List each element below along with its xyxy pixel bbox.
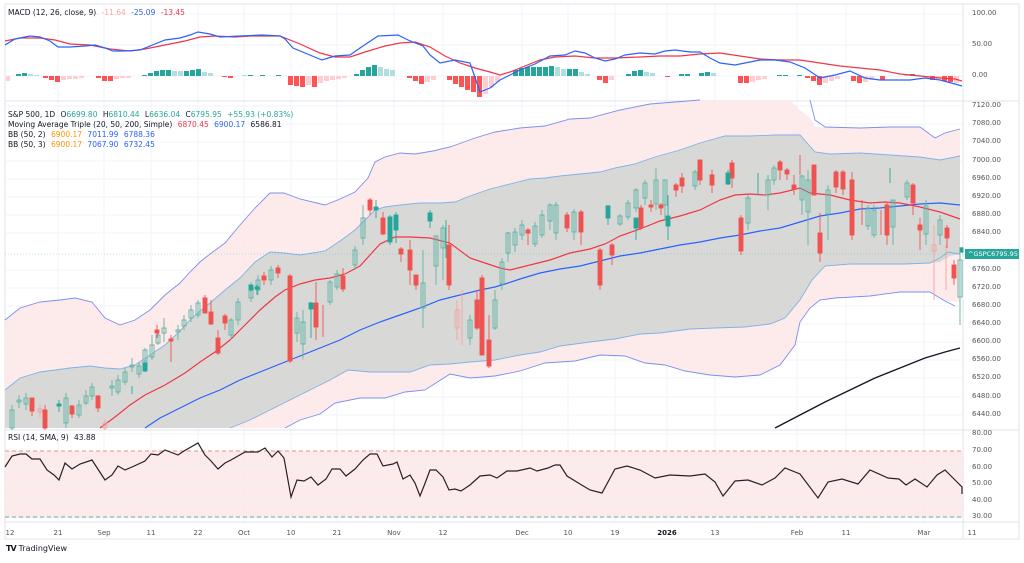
bb-outer-upper-line	[4, 99, 701, 326]
bb1-lower-value: 6788.36	[123, 130, 155, 139]
bb2-label: BB (50, 3)	[8, 140, 46, 149]
price-axis-label: 6560.00	[972, 355, 1001, 363]
macd-signal-line	[4, 35, 963, 82]
macd-axis-label: 100.00	[972, 9, 997, 17]
macd-histogram-value: -11.64	[101, 8, 126, 17]
macd-signal-value: -13.45	[160, 8, 185, 17]
bb2-basis-value: 6900.17	[51, 140, 83, 149]
time-axis-label: Mar	[917, 529, 931, 537]
time-axis-label: 10	[563, 529, 573, 537]
price-pane[interactable]	[4, 99, 964, 430]
macd-axis-label: 50.00	[972, 40, 993, 48]
price-legend[interactable]: S&P 500, 1D O6699.80 H6810.44 L6636.04 C…	[8, 110, 294, 119]
time-axis-label: 11	[967, 529, 977, 537]
macd-value: -25.09	[131, 8, 156, 17]
price-axis-label: 6680.00	[972, 301, 1001, 309]
bb1-basis-value: 6900.17	[51, 130, 83, 139]
rsi-axis-label: 50.00	[972, 479, 993, 487]
change-value: +55.93 (+0.83%)	[227, 110, 294, 119]
price-axis-label: 6920.00	[972, 192, 1001, 200]
time-axis-label: Oct	[237, 529, 251, 537]
last-price-tag[interactable]: ^GSPC 6795.95	[965, 249, 1019, 259]
rsi-legend[interactable]: RSI (14, SMA, 9) 43.88	[8, 433, 99, 443]
ma-legend[interactable]: Moving Average Triple (20, 50, 200, Simp…	[8, 120, 285, 130]
price-axis-label: 7080.00	[972, 119, 1001, 127]
last-price-value: 6795.95	[991, 250, 1018, 258]
sma-200-line	[774, 347, 961, 429]
rsi-line	[4, 442, 963, 500]
macd-line	[4, 31, 963, 93]
price-axis-label: 6760.00	[972, 265, 1001, 273]
price-axis-label: 7000.00	[972, 156, 1001, 164]
time-axis-label: 19	[610, 529, 620, 537]
time-axis-label: 21	[332, 529, 342, 537]
ma-label: Moving Average Triple (20, 50, 200, Simp…	[8, 120, 173, 129]
candlesticks	[9, 155, 964, 430]
high-value: 6810.44	[108, 110, 140, 119]
low-value: 6636.04	[149, 110, 181, 119]
price-axis-label: 6480.00	[972, 392, 1001, 400]
symbol-label: S&P 500, 1D	[8, 110, 56, 119]
time-axis-label: 12	[5, 529, 15, 537]
price-axis-label: 7120.00	[972, 101, 1001, 109]
price-axis-label: 7040.00	[972, 137, 1001, 145]
rsi-axis-label: 30.00	[972, 512, 993, 520]
time-axis-label: Sep	[97, 529, 111, 537]
rsi-value: 43.88	[74, 433, 96, 442]
rsi-axis-label: 40.00	[972, 496, 993, 504]
open-value: 6699.80	[66, 110, 98, 119]
rsi-axis-label: 60.00	[972, 463, 993, 471]
time-axis-label: 21	[53, 529, 63, 537]
ma50-value: 6900.17	[214, 120, 246, 129]
price-axis-label: 6880.00	[972, 210, 1001, 218]
rsi-label: RSI (14, SMA, 9)	[8, 433, 69, 442]
bb2-lower-value: 6732.45	[123, 140, 155, 149]
tradingview-branding[interactable]: TV TradingView	[6, 544, 67, 553]
time-axis-label: 12	[438, 529, 448, 537]
rsi-axis-label: 70.00	[972, 446, 993, 454]
ticker-tag: ^GSPC	[968, 250, 992, 258]
time-axis-label-year: 2026	[657, 529, 677, 537]
bb2-upper-value: 7067.90	[87, 140, 119, 149]
time-axis-label: 10	[286, 529, 296, 537]
macd-label: MACD (12, 26, close, 9)	[8, 8, 97, 17]
price-axis-label: 6720.00	[972, 283, 1001, 291]
bb-inner-lower-line	[229, 251, 961, 429]
price-axis-label: 6440.00	[972, 410, 1001, 418]
macd-axis-label: 0.00	[972, 71, 988, 79]
time-axis-label: 11	[146, 529, 156, 537]
time-axis-label: Nov	[387, 529, 401, 537]
bb1-upper-value: 7011.99	[87, 130, 119, 139]
macd-pane[interactable]	[4, 13, 963, 97]
tradingview-logo-icon: TV	[6, 544, 17, 553]
time-axis-label: 11	[841, 529, 851, 537]
bb1-legend[interactable]: BB (50, 2) 6900.17 7011.99 6788.36	[8, 130, 158, 140]
price-axis-label: 6640.00	[972, 319, 1001, 327]
time-axis-label: 13	[710, 529, 720, 537]
rsi-axis-label: 80.00	[972, 429, 993, 437]
time-axis-label: 22	[193, 529, 203, 537]
price-axis-label: 6960.00	[972, 174, 1001, 182]
time-axis-label: Dec	[515, 529, 529, 537]
tradingview-name: TradingView	[18, 544, 67, 553]
bb1-label: BB (50, 2)	[8, 130, 46, 139]
ma200-value: 6586.81	[250, 120, 282, 129]
close-value: 6795.95	[190, 110, 222, 119]
price-axis-label: 6520.00	[972, 373, 1001, 381]
macd-legend[interactable]: MACD (12, 26, close, 9) -11.64 -25.09 -1…	[8, 8, 188, 18]
rsi-pane[interactable]	[4, 433, 963, 518]
price-axis-label: 6840.00	[972, 228, 1001, 236]
macd-histogram	[6, 65, 959, 97]
price-axis-label: 6600.00	[972, 337, 1001, 345]
bb2-legend[interactable]: BB (50, 3) 6900.17 7067.90 6732.45	[8, 140, 158, 150]
time-axis-label: Feb	[790, 529, 804, 537]
ma20-value: 6870.45	[177, 120, 209, 129]
bb-outer-lower-line	[284, 291, 956, 429]
